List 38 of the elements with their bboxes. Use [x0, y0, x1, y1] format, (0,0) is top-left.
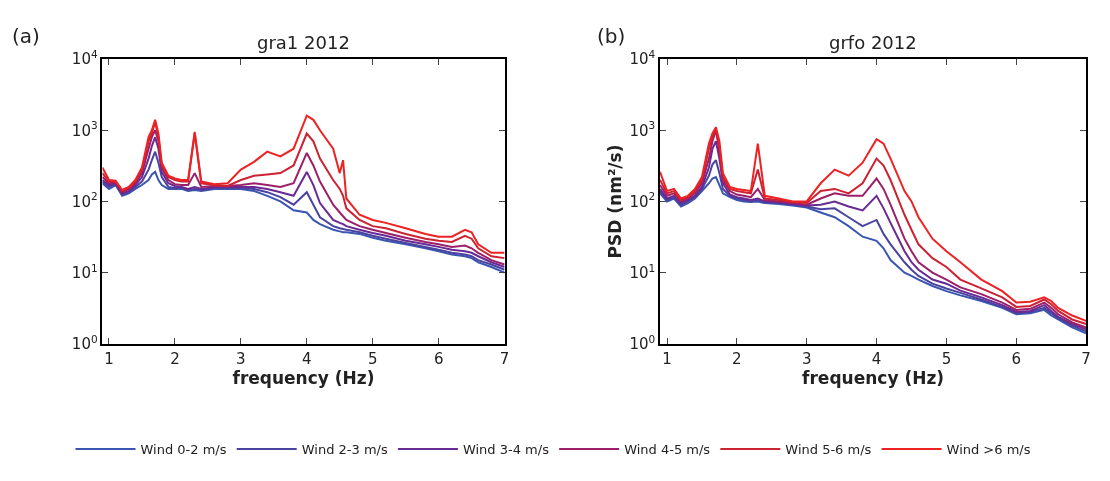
x-tick-label: 3	[236, 349, 246, 368]
legend-label: Wind 5-6 m/s	[785, 442, 872, 458]
y-tick-label: 10$^{3}$	[71, 119, 98, 140]
y-tick-label: 10$^{4}$	[71, 48, 98, 69]
y-tick-label: 10$^{2}$	[629, 190, 656, 211]
text: (b)	[597, 24, 626, 48]
legend-label: Wind 0-2 m/s	[140, 442, 227, 458]
x-tick-label: 5	[941, 349, 952, 368]
text: (a)	[12, 24, 40, 48]
y-axis-title: PSD (nm²/s)	[604, 144, 625, 259]
legend-label: Wind 3-4 m/s	[462, 442, 550, 458]
y-tick-label: 10$^{4}$	[629, 48, 656, 69]
x-axis-title: frequency (Hz)	[232, 367, 375, 388]
line-series	[102, 170, 505, 274]
x-axis-title: frequency (Hz)	[802, 367, 945, 388]
x-tick-label: 2	[732, 349, 742, 368]
y-tick-label: 10$^{0}$	[629, 332, 656, 354]
x-tick-label: 4	[871, 349, 882, 368]
x-tick-label: 5	[367, 349, 378, 368]
y-tick-label: 10$^{3}$	[629, 119, 656, 140]
y-tick-label: 10$^{1}$	[629, 261, 656, 282]
chart-title: gra1 2012	[257, 32, 350, 53]
y-tick-label: 10$^{0}$	[71, 332, 98, 354]
x-tick-label: 1	[662, 349, 672, 368]
x-tick-label: 3	[801, 349, 812, 368]
y-tick-label: 10$^{2}$	[71, 190, 98, 211]
chart-title: grfo 2012	[829, 32, 917, 53]
x-tick-label: 6	[1011, 349, 1022, 368]
y-tick-label: 10$^{1}$	[71, 261, 98, 282]
legend-label: Wind >6 m/s	[946, 442, 1031, 458]
x-tick-label: 6	[433, 349, 444, 368]
x-tick-label: 2	[170, 349, 180, 368]
x-tick-label: 7	[499, 349, 510, 368]
x-tick-label: 4	[302, 349, 312, 368]
x-tick-label: 7	[1081, 349, 1091, 368]
legend-label: Wind 4-5 m/s	[624, 442, 711, 458]
legend-label: Wind 2-3 m/s	[301, 442, 388, 458]
x-tick-label: 1	[104, 349, 114, 368]
